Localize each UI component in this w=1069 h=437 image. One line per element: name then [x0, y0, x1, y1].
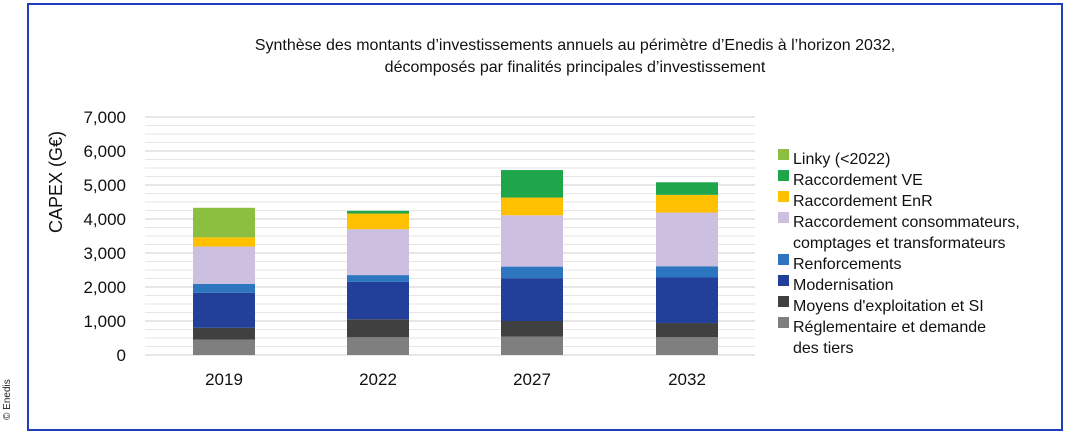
y-tick-label: 0	[117, 346, 126, 365]
legend-label: Modernisation	[793, 277, 894, 294]
bar-segment	[193, 283, 255, 293]
legend-swatch	[778, 170, 789, 181]
y-tick-label: 2,000	[83, 278, 126, 297]
legend-swatch	[778, 191, 789, 202]
y-tick-label: 4,000	[83, 210, 126, 229]
bar-segment	[193, 246, 255, 284]
legend-swatch	[778, 275, 789, 286]
bar-segment	[193, 237, 255, 247]
bar-segment	[193, 339, 255, 355]
x-tick-label: 2022	[359, 370, 397, 389]
y-tick-label: 3,000	[83, 244, 126, 263]
legend-swatch	[778, 149, 789, 160]
bar-segment	[347, 319, 409, 338]
bar-segment	[656, 182, 718, 195]
legend-label: Moyens d'exploitation et SI	[793, 298, 984, 315]
chart-title-line: décomposés par finalités principales d’i…	[385, 59, 766, 76]
bar-segment	[501, 170, 563, 198]
y-tick-label: 5,000	[83, 176, 126, 195]
bar-segment	[656, 277, 718, 324]
bar-segment	[347, 275, 409, 282]
x-tick-label: 2032	[668, 370, 706, 389]
legend-swatch	[778, 254, 789, 265]
chart-frame	[27, 3, 1063, 431]
legend-label: des tiers	[793, 340, 853, 357]
bar-segment	[501, 278, 563, 321]
legend-label: Renforcements	[793, 256, 902, 273]
bar-segment	[656, 323, 718, 338]
bar-segment	[656, 266, 718, 278]
bar-segment	[501, 197, 563, 216]
bar-segment	[347, 281, 409, 320]
chart-title: Synthèse des montants d’investissements …	[255, 37, 895, 76]
bar-segment	[193, 292, 255, 328]
legend: Linky (<2022) Raccordement VE Raccordement…	[778, 149, 1020, 357]
bar-segment	[656, 194, 718, 213]
bar-segment	[347, 213, 409, 230]
bars	[193, 170, 718, 355]
bar-segment	[347, 337, 409, 355]
y-axis-ticks: 0 1,000 2,000 3,000 4,000 5,000 6,000 7,000	[83, 108, 126, 365]
y-tick-label: 1,000	[83, 312, 126, 331]
bar-segment	[347, 210, 409, 214]
bar-segment	[501, 266, 563, 279]
x-axis-ticks: 2019 2022 2027 2032	[205, 370, 706, 389]
bar-segment	[347, 229, 409, 276]
x-tick-label: 2019	[205, 370, 243, 389]
legend-swatch	[778, 212, 789, 223]
legend-label: comptages et transformateurs	[793, 235, 1006, 252]
legend-swatch	[778, 317, 789, 328]
chart-title-line: Synthèse des montants d’investissements …	[255, 37, 895, 54]
bar-segment	[656, 212, 718, 267]
bar-segment	[501, 336, 563, 355]
bar-segment	[193, 327, 255, 340]
bar-segment	[501, 321, 563, 337]
legend-swatch	[778, 296, 789, 307]
bar-segment	[193, 207, 255, 238]
legend-label: Réglementaire et demande	[793, 319, 986, 336]
y-axis-label: CAPEX (G€)	[46, 131, 66, 233]
legend-label: Raccordement consommateurs,	[793, 214, 1020, 231]
y-tick-label: 6,000	[83, 142, 126, 161]
bar-segment	[501, 215, 563, 267]
legend-label: Raccordement EnR	[793, 193, 933, 210]
legend-label: Linky (<2022)	[793, 151, 890, 168]
bar-segment	[656, 337, 718, 355]
x-tick-label: 2027	[513, 370, 551, 389]
legend-label: Raccordement VE	[793, 172, 923, 189]
y-tick-label: 7,000	[83, 108, 126, 127]
